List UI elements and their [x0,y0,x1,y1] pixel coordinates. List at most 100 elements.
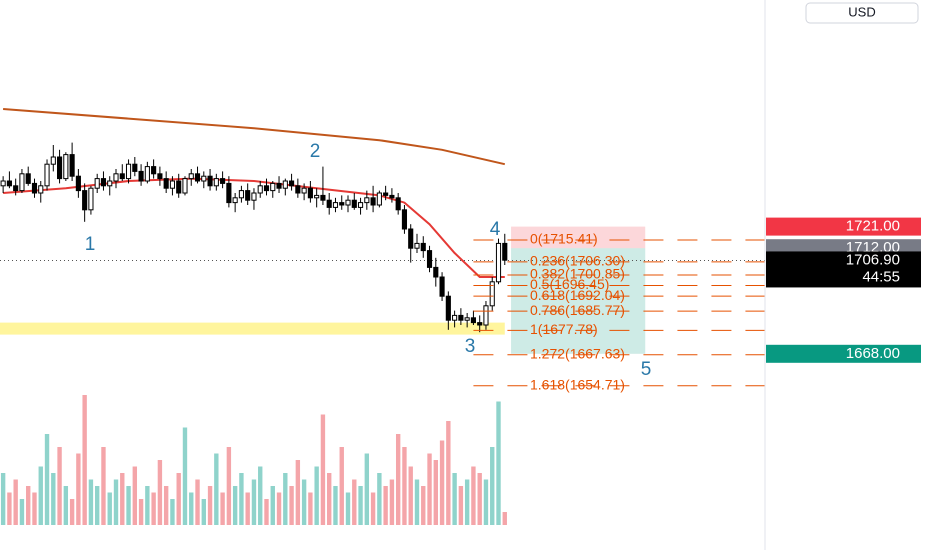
candle-body [182,178,188,194]
wave-label: 1 [85,234,96,255]
candle-body [376,192,382,206]
volume-bar [364,453,370,525]
candle-body [144,166,150,182]
candle-body [345,199,351,206]
volume-bar [471,466,476,525]
price-tag [766,344,921,363]
volume-bar [352,479,357,525]
candle-body [44,163,50,187]
candle-body [420,242,426,252]
volume-bar [301,479,307,525]
volume-bar [314,466,319,525]
volume-bar [245,492,250,525]
candle-body [295,185,301,194]
wave-label: 3 [465,336,476,357]
candle-body [426,250,433,268]
stop-zone [511,226,646,249]
candle-body [289,180,295,187]
volume-bar [157,460,163,525]
candle-body [414,242,420,249]
candle-body [69,154,75,177]
candle-body [113,173,119,182]
volume-bar [232,486,238,525]
volume-bar [383,486,388,525]
volume-bar [76,453,81,525]
volume-bar [201,499,206,525]
volume-bar [452,473,457,525]
volume-bar [226,447,232,525]
volume-bar [182,427,188,525]
fib-label: 0.382(1700.85) [530,266,625,282]
candle-body [6,180,12,187]
volume-bar [26,486,31,525]
volume-bar [502,512,507,525]
candle-body [25,173,31,184]
volume-bar [345,492,351,525]
candle-body [107,180,113,187]
volume-bar [214,453,219,525]
volume-bar [63,486,69,525]
volume-bar [189,492,194,525]
volume-bar [258,466,263,525]
volume-bar [251,479,257,525]
candle-body [125,163,132,180]
candle-body [314,194,320,199]
candle-body [282,180,288,189]
moving-average [3,108,506,166]
candle-body [207,175,213,187]
target-zone [511,248,646,354]
candle-body [464,317,470,321]
volume-bar [389,479,395,525]
volume-bar [496,401,501,525]
volume-bar [446,421,451,525]
candle-body [57,156,63,180]
volume-bar [320,414,326,525]
volume-bar [295,460,301,525]
volume-bar [264,499,269,525]
candle-body [82,190,88,211]
volume-bar [163,486,169,525]
volume-bar [289,486,294,525]
fib-label: 0.786(1685.77) [530,302,625,318]
volume-bar [88,479,94,525]
candle-body [433,266,439,278]
candle-body [232,197,238,204]
candle-body [470,317,476,324]
volume-bar [94,486,100,525]
candle-body [495,242,502,283]
candle-body [326,199,332,208]
fib-label: 0.236(1706.30) [530,253,625,269]
volume-bar [195,479,200,525]
candle-body [332,202,339,208]
volume-bar [370,492,376,525]
candle-body [439,276,445,297]
candle-body [132,163,138,172]
fib-label: 1(1677.78) [530,321,598,337]
candle-body [245,190,251,201]
candle-body [50,156,56,165]
candle-body [458,314,464,321]
volume-bar [414,479,420,525]
volume-bar [19,499,25,525]
candle-body [238,190,244,199]
candle-body [201,175,207,182]
wave-label: 4 [490,219,501,240]
volume-bar [38,466,43,525]
candle-body [301,187,307,194]
candle-body [364,197,370,204]
candle-body [320,194,326,201]
candle-body [339,202,345,206]
volume-bar [132,466,138,525]
candle-body [489,281,495,307]
volume-bar [439,440,445,525]
volume-bar [138,499,144,525]
volume-bar [82,395,87,525]
volume-bar [490,447,495,525]
candle-body [483,305,489,326]
candle-body [138,170,144,182]
volume-bar [239,473,244,525]
volume-bar [107,492,112,525]
candle-body [276,182,282,189]
volume-bar [421,486,426,525]
wave-label: 2 [310,141,321,162]
